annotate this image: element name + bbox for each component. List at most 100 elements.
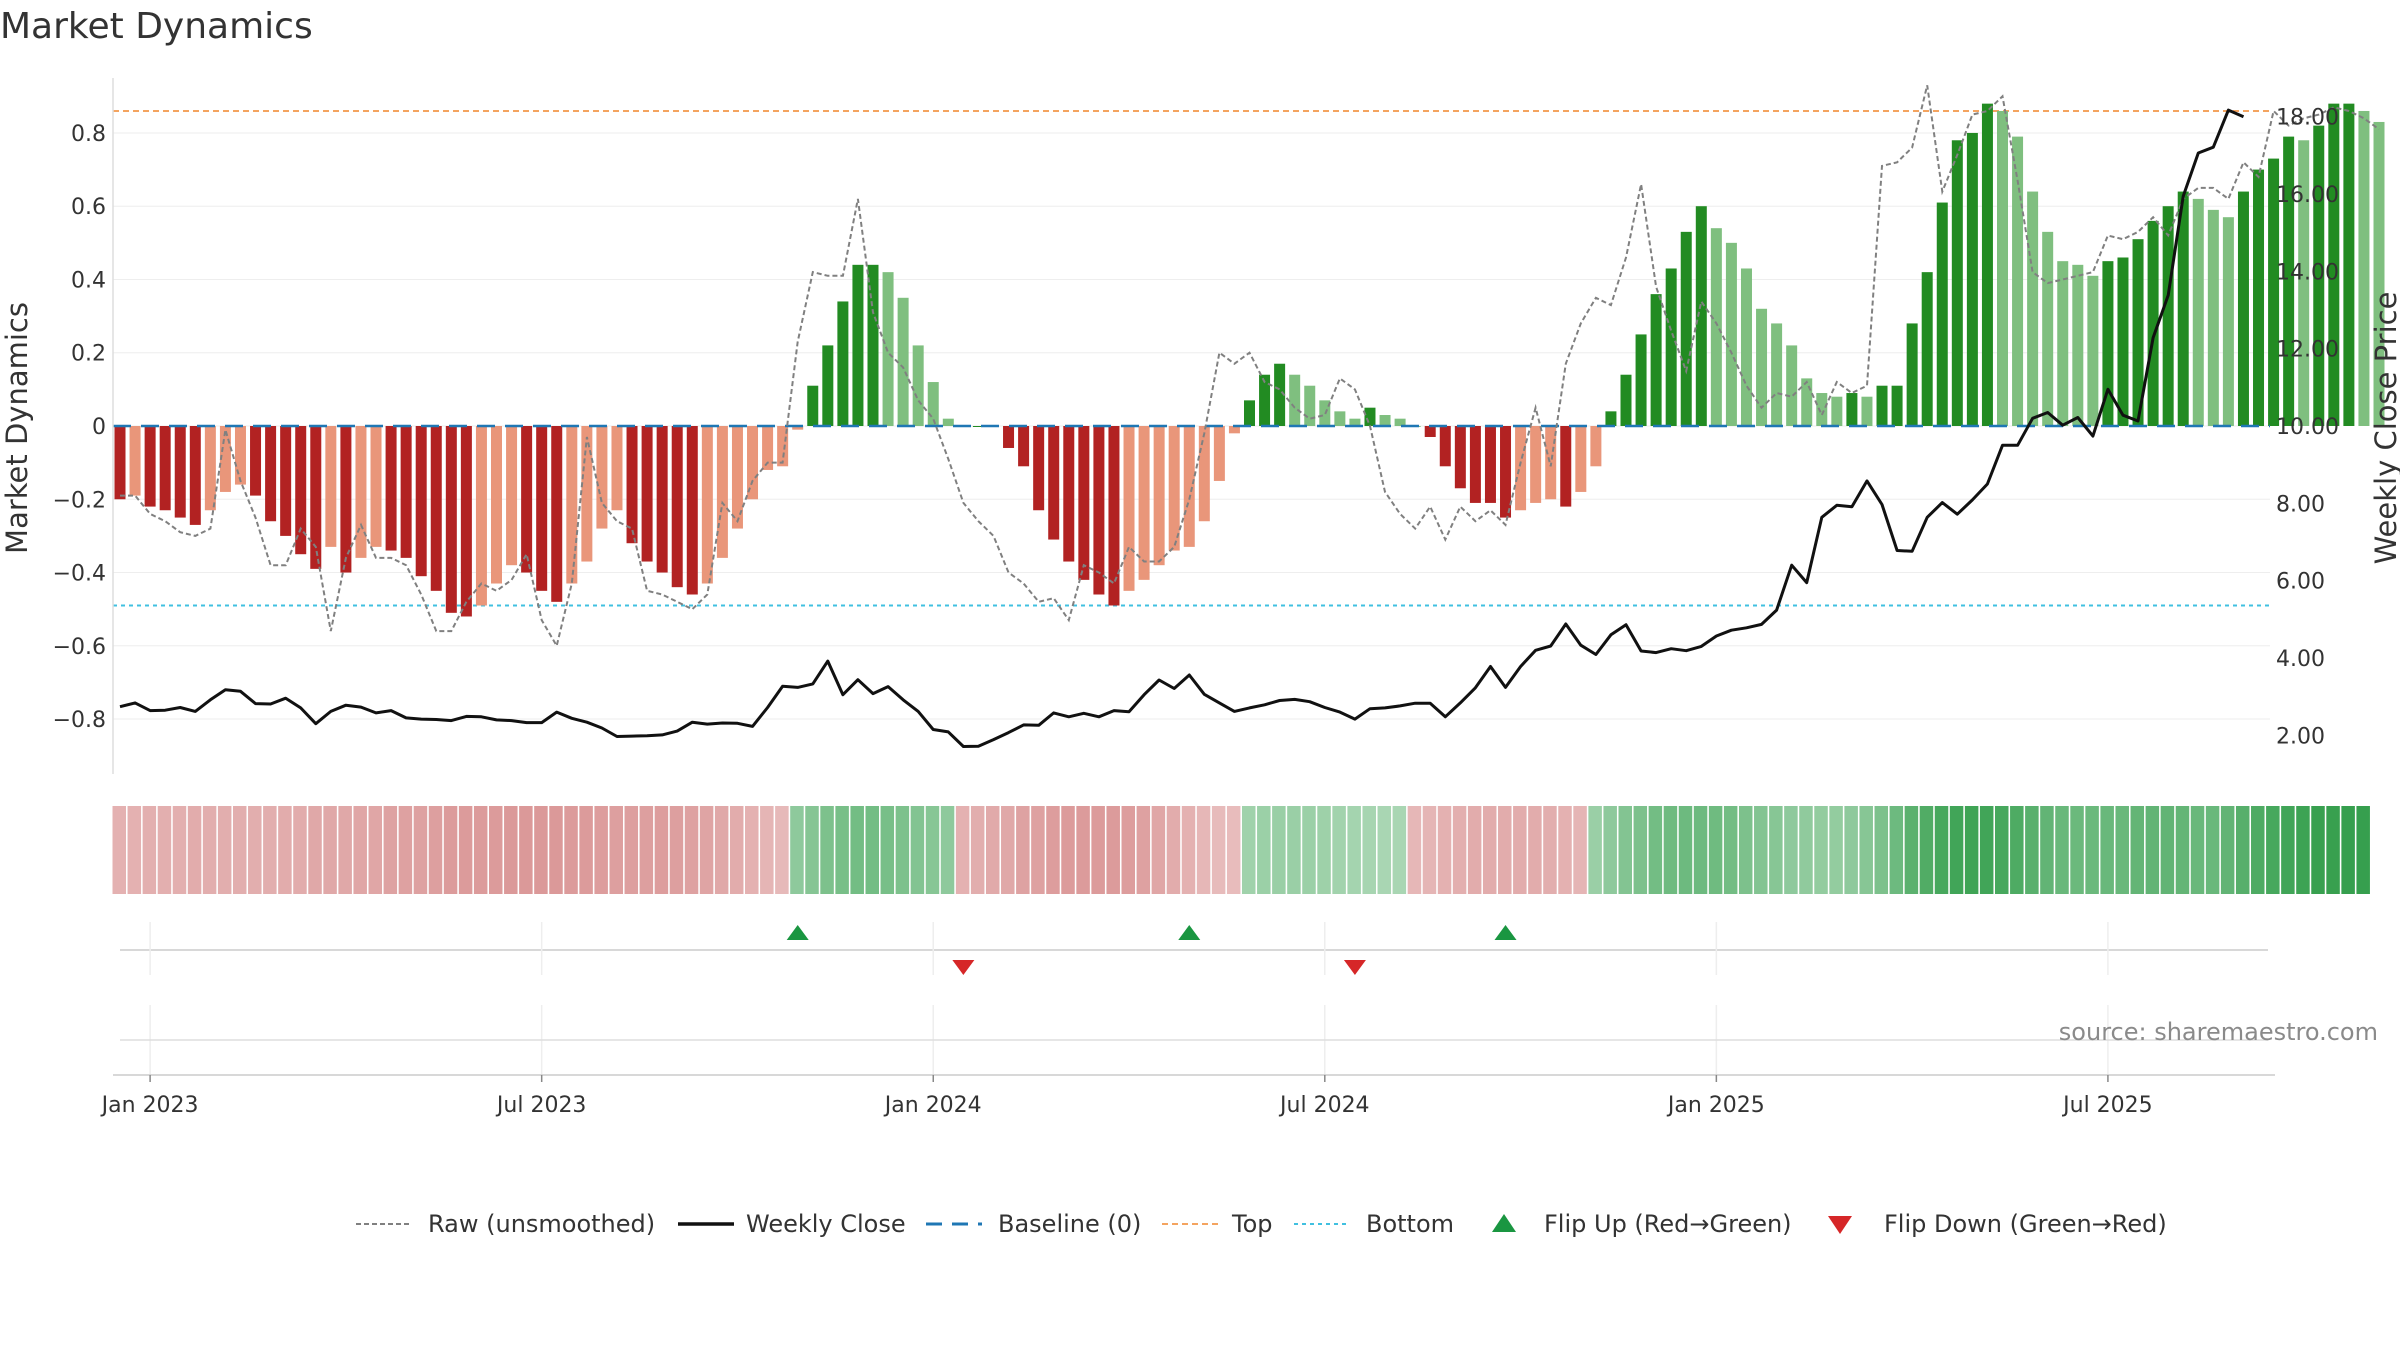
dynamics-bar (1921, 272, 1933, 426)
ribbon-segment (895, 806, 910, 894)
right-tick-label: 4.00 (2276, 647, 2325, 672)
dynamics-bar (731, 426, 743, 529)
dynamics-bar (1334, 411, 1346, 426)
ribbon-segment (684, 806, 699, 894)
dynamics-bar (1560, 426, 1572, 507)
ribbon-segment (2175, 806, 2190, 894)
ribbon-segment (2266, 806, 2280, 894)
source-attribution: source: sharemaestro.com (2059, 1018, 2378, 1046)
ribbon-segment (1076, 806, 1090, 894)
dynamics-bar (325, 426, 337, 547)
ribbon-segment (428, 806, 443, 894)
dynamics-bar (2102, 261, 2114, 426)
dynamics-bar (2298, 140, 2310, 426)
ribbon-segment (2311, 806, 2325, 894)
legend-swatch-flip-up (1492, 1214, 1516, 1232)
dynamics-bar (129, 426, 141, 496)
ribbon-segment (1723, 806, 1738, 894)
ribbon-segment (820, 806, 834, 894)
ribbon-segment (2040, 806, 2054, 894)
ribbon-segment (1754, 806, 1768, 894)
dynamics-bar (2268, 158, 2280, 426)
regime-ribbon (112, 806, 2370, 894)
dynamics-bar (897, 297, 909, 426)
left-tick-label: 0.6 (71, 195, 106, 220)
left-tick-label: −0.2 (53, 488, 106, 513)
ribbon-segment (1317, 806, 1331, 894)
dynamics-bar (1018, 426, 1030, 467)
dynamics-bar (822, 345, 834, 426)
dynamics-bar (1650, 294, 1662, 426)
dynamics-bar (1394, 418, 1406, 426)
ribbon-segment (1046, 806, 1060, 894)
dynamics-bar (521, 426, 533, 573)
ribbon-segment (2025, 806, 2039, 894)
x-tick-label: Jan 2025 (1666, 1093, 1765, 1118)
ribbon-segment (1964, 806, 1979, 894)
dynamics-bar (536, 426, 548, 591)
raw-unsmoothed-line (120, 85, 2380, 649)
dynamics-bar (671, 426, 683, 588)
dynamics-bar (701, 426, 713, 584)
dynamics-bar (2042, 231, 2054, 426)
right-tick-label: 8.00 (2276, 492, 2325, 517)
ribbon-segment (2145, 806, 2160, 894)
ribbon-segment (609, 806, 623, 894)
dynamics-bar (837, 301, 849, 426)
dynamics-bar (1244, 400, 1255, 426)
dynamics-bar (2012, 136, 2024, 426)
ribbon-segment (714, 806, 729, 894)
dynamics-bar (747, 426, 759, 500)
legend-label: Weekly Close (746, 1210, 906, 1238)
ribbon-segment (1904, 806, 1919, 894)
ribbon-segment (1859, 806, 1873, 894)
ribbon-segment (2356, 806, 2370, 894)
ribbon-segment (925, 806, 940, 894)
dynamics-bar (716, 426, 728, 558)
dynamics-bar (1138, 426, 1150, 580)
right-y-ticks: 18.00 16.00 14.00 12.00 10.00 8.00 6.00 4.00 2.0… (2276, 106, 2339, 750)
dynamics-bar (2117, 257, 2129, 426)
ribbon-segment (2085, 806, 2099, 894)
dynamics-bar (1093, 426, 1105, 595)
ribbon-segment (2190, 806, 2205, 894)
ribbon-segment (2100, 806, 2114, 894)
ribbon-segment (1482, 806, 1497, 894)
ribbon-segment (217, 806, 232, 894)
dynamics-bar (1620, 374, 1632, 426)
dynamics-bar (415, 426, 427, 577)
dynamics-bars (114, 103, 2385, 617)
ribbon-segment (1979, 806, 1994, 894)
dynamics-bar (1756, 308, 1768, 426)
dynamics-bar (1831, 396, 1843, 426)
ribbon-segment (1061, 806, 1075, 894)
ribbon-segment (1498, 806, 1512, 894)
ribbon-segment (850, 806, 864, 894)
ribbon-segment (2281, 806, 2295, 894)
ribbon-segment (865, 806, 879, 894)
ribbon-segment (1648, 806, 1663, 894)
ribbon-segment (489, 806, 503, 894)
dynamics-bar (1349, 418, 1361, 426)
dynamics-bar (1469, 426, 1481, 503)
right-tick-label: 10.00 (2276, 415, 2339, 440)
ribbon-segment (1934, 806, 1949, 894)
dynamics-bar (912, 345, 924, 426)
ribbon-segment (1618, 806, 1632, 894)
ribbon-segment (1332, 806, 1346, 894)
ribbon-segment (2010, 806, 2024, 894)
ribbon-segment (1844, 806, 1858, 894)
left-tick-label: 0.8 (71, 122, 106, 147)
flip-up-marker (786, 925, 809, 940)
dynamics-bar (400, 426, 412, 558)
right-tick-label: 16.00 (2276, 183, 2339, 208)
dynamics-bar (159, 426, 171, 511)
ribbon-segment (1452, 806, 1467, 894)
left-tick-label: −0.4 (53, 562, 106, 587)
dynamics-bar (1063, 426, 1075, 562)
legend-label: Baseline (0) (998, 1210, 1141, 1238)
dynamics-bar (1635, 334, 1647, 426)
ribbon-segment (2235, 806, 2250, 894)
dynamics-bar (1740, 268, 1752, 426)
dynamics-bar (882, 272, 894, 426)
